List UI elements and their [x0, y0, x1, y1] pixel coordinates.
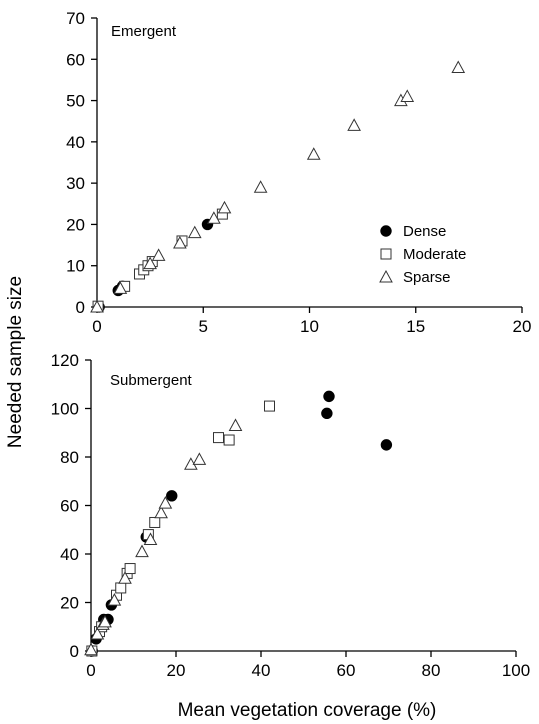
- submergent-moderate-point: [223, 434, 235, 446]
- submergent-sparse-point: [143, 532, 158, 545]
- submergent-x-tick-label: 0: [86, 661, 95, 680]
- submergent-y-tick-label: 60: [60, 497, 79, 516]
- panel-title-submergent: Submergent: [110, 372, 193, 389]
- submergent-y-tick-label: 20: [60, 594, 79, 613]
- submergent-moderate-point: [115, 582, 127, 594]
- emergent-x-tick-label: 0: [92, 317, 101, 336]
- y-axis-title: Needed sample size: [5, 276, 26, 448]
- submergent-y-tick-label: 80: [60, 448, 79, 467]
- x-axis-title: Mean vegetation coverage (%): [178, 700, 437, 721]
- submergent-sparse-point: [98, 614, 112, 628]
- emergent-y-tick-label: 10: [66, 257, 85, 276]
- legend-marker-moderate: [380, 248, 392, 260]
- emergent-x-tick-label: 10: [300, 317, 319, 336]
- submergent-moderate-point: [264, 400, 275, 412]
- legend-marker-dense: [380, 225, 392, 237]
- emergent-sparse-point: [451, 60, 466, 74]
- emergent-sparse-point: [187, 225, 202, 239]
- submergent-moderate-point: [124, 563, 136, 575]
- emergent-sparse-point: [347, 118, 361, 131]
- legend-label-moderate: Moderate: [403, 246, 466, 263]
- submergent-dense-point: [321, 407, 333, 420]
- submergent-sparse-point: [228, 418, 243, 431]
- submergent-dense-point: [380, 439, 393, 451]
- submergent-dense-point: [166, 490, 178, 502]
- emergent-y-tick-label: 20: [66, 215, 85, 234]
- emergent-y-tick-label: 70: [66, 9, 85, 28]
- emergent-panel: Emergent Dense Moderate Sparse 0 10 20 30 40…: [66, 9, 531, 336]
- submergent-series-moderate: [86, 400, 275, 657]
- submergent-axes: 0 20 40 60 80 100 120 0 20 40 60 80 100: [51, 351, 531, 680]
- submergent-sparse-point: [135, 544, 149, 558]
- submergent-sparse-point: [90, 626, 105, 640]
- submergent-sparse-point: [84, 642, 98, 656]
- emergent-sparse-point: [207, 211, 221, 224]
- submergent-dense-point: [323, 390, 335, 403]
- legend-marker-sparse: [379, 269, 393, 283]
- submergent-sparse-point: [118, 571, 132, 584]
- emergent-y-tick-label: 60: [66, 50, 85, 69]
- submergent-x-tick-label: 80: [422, 661, 441, 680]
- emergent-sparse-point: [173, 235, 187, 249]
- legend-entry-sparse: Sparse: [379, 269, 451, 286]
- submergent-x-tick-label: 100: [502, 661, 530, 680]
- legend: Dense Moderate Sparse: [379, 223, 466, 286]
- submergent-x-tick-label: 60: [337, 661, 356, 680]
- submergent-x-tick-label: 20: [167, 661, 186, 680]
- emergent-sparse-point: [253, 180, 268, 193]
- emergent-y-tick-label: 0: [76, 298, 85, 317]
- emergent-sparse-point: [90, 299, 104, 313]
- submergent-x-tick-label: 40: [252, 661, 271, 680]
- emergent-y-tick-label: 40: [66, 133, 85, 152]
- panel-title-emergent: Emergent: [111, 23, 177, 40]
- emergent-axes: 0 10 20 30 40 50 60 70 0 5 10 15 20: [66, 9, 531, 336]
- submergent-moderate-point: [149, 516, 161, 528]
- emergent-sparse-point: [113, 281, 128, 294]
- emergent-x-tick-label: 15: [406, 317, 425, 336]
- emergent-x-tick-label: 20: [513, 317, 532, 336]
- submergent-y-tick-label: 100: [51, 400, 79, 419]
- emergent-y-tick-label: 30: [66, 174, 85, 193]
- emergent-series-sparse: [90, 60, 466, 313]
- emergent-sparse-point: [306, 147, 321, 160]
- submergent-sparse-point: [192, 452, 207, 465]
- submergent-y-tick-label: 40: [60, 545, 79, 564]
- submergent-series-sparse: [84, 418, 243, 656]
- legend-entry-moderate: Moderate: [380, 246, 466, 263]
- legend-label-dense: Dense: [403, 223, 446, 240]
- emergent-sparse-point: [217, 200, 232, 214]
- submergent-moderate-point: [213, 432, 224, 444]
- legend-entry-dense: Dense: [380, 223, 446, 240]
- emergent-sparse-point: [143, 256, 157, 270]
- emergent-x-tick-label: 5: [199, 317, 208, 336]
- submergent-y-tick-label: 120: [51, 351, 79, 370]
- submergent-sparse-point: [107, 593, 122, 606]
- emergent-y-tick-label: 50: [66, 92, 85, 111]
- submergent-y-tick-label: 0: [70, 642, 79, 661]
- submergent-sparse-point: [158, 496, 173, 509]
- legend-label-sparse: Sparse: [403, 269, 451, 286]
- emergent-sparse-point: [400, 89, 415, 102]
- emergent-sparse-point: [151, 248, 166, 261]
- submergent-sparse-point: [154, 505, 168, 519]
- submergent-panel: Submergent 0 20 40 60 80 100 120 0 20 40 60 80 100: [51, 351, 531, 680]
